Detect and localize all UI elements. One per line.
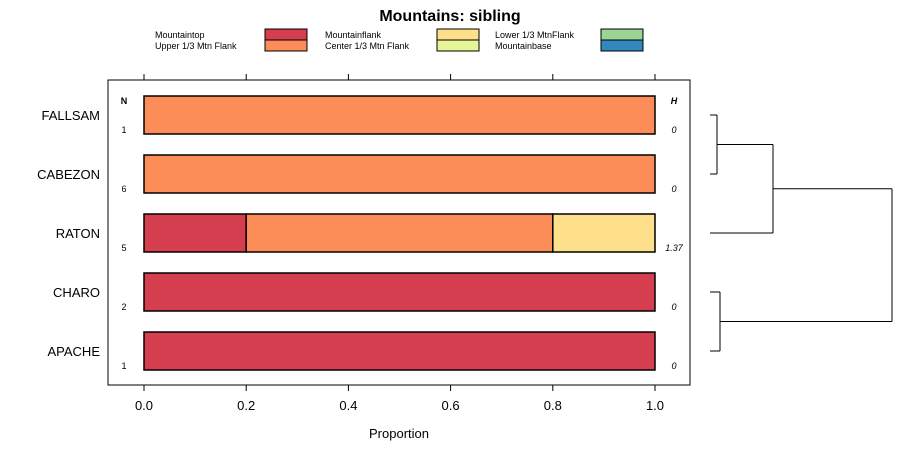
n-value-raton: 5 <box>121 243 126 253</box>
x-tick-label: 0.4 <box>339 398 357 413</box>
h-value-fallsam: 0 <box>671 125 676 135</box>
legend-swatch-upper-1-3-mtn-flank <box>264 39 308 52</box>
h-value-cabezon: 0 <box>671 184 676 194</box>
row-label-raton: RATON <box>56 226 100 241</box>
legend-swatch-center-1-3-mtn-flank <box>436 39 480 52</box>
legend-label-mountaintop: Mountaintop <box>155 30 205 40</box>
x-tick-label: 0.6 <box>442 398 460 413</box>
legend-label-lower-1-3-mtnflank: Lower 1/3 MtnFlank <box>495 30 575 40</box>
legend-swatch-mountaintop <box>264 28 308 41</box>
n-value-cabezon: 6 <box>121 184 126 194</box>
n-column-header: N <box>121 96 128 106</box>
x-tick-label: 0.0 <box>135 398 153 413</box>
bar-raton-upper-1-3-mtn-flank <box>245 213 554 253</box>
chart-title: Mountains: sibling <box>379 8 520 25</box>
h-value-charo: 0 <box>671 302 676 312</box>
row-label-apache: APACHE <box>48 344 101 359</box>
plot-frame <box>107 79 691 386</box>
row-label-charo: CHARO <box>53 285 100 300</box>
bar-cabezon-upper-1-3-mtn-flank <box>143 154 656 194</box>
h-value-raton: 1.37 <box>665 243 684 253</box>
bar-charo-mountaintop <box>143 272 656 312</box>
x-tick-label: 1.0 <box>646 398 664 413</box>
x-axis: 0.0 0.2 0.4 0.6 0.8 1.0 <box>135 74 664 413</box>
n-value-charo: 2 <box>121 302 126 312</box>
rows: FALLSAM 1 0 CABEZON 6 0 RATON 5 1.37 CHARO 2 0 APACH… <box>37 95 684 371</box>
legend-swatch-mountainbase <box>600 39 644 52</box>
bar-fallsam-upper-1-3-mtn-flank <box>143 95 656 135</box>
n-value-fallsam: 1 <box>121 125 126 135</box>
bar-raton-mountainflank <box>552 213 656 253</box>
row-label-fallsam: FALLSAM <box>41 108 100 123</box>
legend-label-mountainbase: Mountainbase <box>495 41 552 51</box>
legend-swatch-lower-1-3-mtnflank <box>600 28 644 41</box>
h-column-header: H <box>671 96 678 106</box>
legend-swatch-mountainflank <box>436 28 480 41</box>
x-tick-label: 0.2 <box>237 398 255 413</box>
n-value-apache: 1 <box>121 361 126 371</box>
legend-label-mountainflank: Mountainflank <box>325 30 382 40</box>
h-value-apache: 0 <box>671 361 676 371</box>
dendrogram <box>710 114 893 352</box>
legend-label-upper-1-3-mtn-flank: Upper 1/3 Mtn Flank <box>155 41 237 51</box>
bar-raton-mountaintop <box>143 213 247 253</box>
x-axis-title: Proportion <box>369 426 429 441</box>
row-label-cabezon: CABEZON <box>37 167 100 182</box>
x-tick-label: 0.8 <box>544 398 562 413</box>
legend-label-center-1-3-mtn-flank: Center 1/3 Mtn Flank <box>325 41 410 51</box>
bar-apache-mountaintop <box>143 331 656 371</box>
